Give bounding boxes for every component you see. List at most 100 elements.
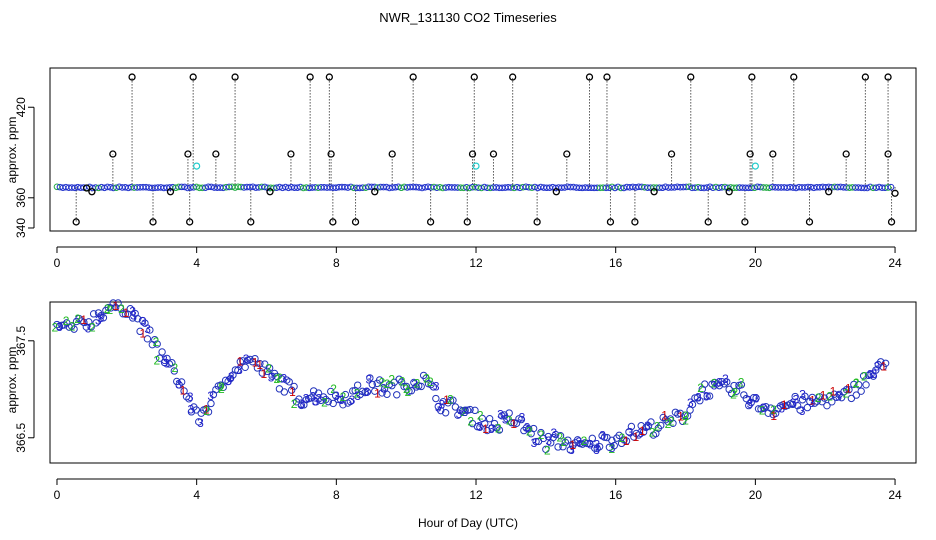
- point-label: 2: [104, 302, 111, 316]
- data-point: [529, 424, 538, 433]
- data-point: [153, 340, 161, 348]
- point-label: 1: [289, 385, 296, 399]
- point-label: 3: [703, 389, 710, 403]
- point-label: 2: [203, 404, 210, 418]
- point-label: 3: [207, 389, 214, 403]
- data-point: [544, 432, 552, 441]
- point-label: 2: [153, 335, 160, 349]
- data-point: [811, 399, 819, 407]
- x-tick-label: 8: [333, 256, 340, 270]
- point-label: 1: [820, 388, 827, 402]
- data-point: [595, 442, 604, 451]
- point-label: 2: [74, 312, 81, 326]
- point-label: 3: [435, 400, 442, 414]
- data-point: [762, 402, 770, 411]
- data-point: [253, 364, 262, 372]
- point-label: 3: [871, 367, 878, 381]
- data-point: [349, 387, 357, 395]
- point-label: 2: [447, 393, 454, 407]
- data-point: [331, 391, 340, 400]
- data-point: [720, 380, 728, 388]
- data-point: [378, 389, 386, 397]
- point-label: 3: [310, 390, 317, 404]
- point-label: 3: [175, 377, 182, 391]
- outlier-high-point: [667, 150, 676, 158]
- data-point: [97, 312, 105, 320]
- point-label: 2: [852, 377, 859, 391]
- data-point: [837, 393, 846, 402]
- data-point: [393, 391, 401, 399]
- data-point: [407, 387, 416, 395]
- data-point: [852, 391, 860, 399]
- outlier-high-point: [388, 150, 396, 158]
- point-label: 2: [711, 377, 718, 391]
- data-point: [539, 434, 548, 443]
- data-point: [505, 409, 513, 417]
- point-label: 3: [129, 304, 136, 318]
- point-label: 3: [349, 393, 356, 407]
- data-point: [256, 359, 264, 368]
- point-label: 3: [298, 397, 305, 411]
- data-point: [754, 405, 763, 413]
- outlier-high-point: [189, 73, 197, 81]
- data-point: [346, 397, 355, 406]
- data-point: [410, 378, 418, 387]
- baseline-point: [178, 183, 185, 191]
- data-point: [195, 418, 203, 426]
- point-label: 3: [236, 363, 243, 377]
- point-label: 3: [225, 374, 232, 388]
- outlier-high-point: [769, 150, 777, 158]
- cyan-point: [193, 162, 201, 170]
- chart-title: NWR_131130 CO2 Timeseries: [379, 10, 557, 25]
- outlier-high-point: [409, 73, 417, 81]
- data-point: [801, 392, 809, 401]
- point-label: 2: [826, 390, 833, 404]
- point-label: 3: [187, 390, 194, 404]
- data-point: [688, 400, 697, 409]
- baseline-point: [199, 184, 206, 192]
- outlier-high-point: [603, 73, 611, 81]
- plot-frame: [49, 67, 917, 232]
- data-point: [75, 314, 83, 323]
- data-point: [129, 314, 137, 322]
- point-label: 1: [632, 430, 639, 444]
- outlier-low-point: [825, 188, 833, 196]
- point-label: 2: [538, 428, 545, 442]
- point-label: 3: [568, 443, 575, 457]
- data-point: [679, 417, 687, 426]
- y-tick-label: 360: [14, 187, 28, 207]
- outlier-low-point: [741, 218, 749, 226]
- data-point: [542, 445, 550, 454]
- point-label: 3: [799, 404, 806, 418]
- data-point: [312, 398, 320, 406]
- data-point: [329, 399, 337, 408]
- x-tick-label: 20: [749, 488, 763, 502]
- data-point: [657, 421, 665, 430]
- data-point: [334, 395, 342, 404]
- point-label: 2: [730, 388, 737, 402]
- data-point: [87, 323, 95, 331]
- data-point: [239, 357, 247, 365]
- outlier-low-point: [329, 218, 337, 226]
- outlier-high-point: [470, 73, 478, 81]
- point-label: 2: [153, 353, 160, 367]
- x-tick-label: 4: [193, 256, 200, 270]
- point-label: 2: [118, 302, 125, 316]
- data-point: [212, 385, 220, 394]
- point-label: 3: [687, 396, 694, 410]
- x-tick-label: 24: [888, 488, 902, 502]
- point-label: 2: [654, 419, 661, 433]
- point-label: 3: [599, 429, 606, 443]
- point-label: 2: [526, 424, 533, 438]
- point-label: 3: [338, 393, 345, 407]
- point-label: 1: [139, 327, 146, 341]
- point-label: 2: [557, 431, 564, 445]
- data-point: [371, 387, 379, 395]
- outlier-high-point: [884, 73, 892, 81]
- plot-frame: [49, 301, 917, 464]
- data-point: [850, 380, 858, 389]
- point-label: 2: [291, 397, 298, 411]
- data-point: [99, 314, 108, 322]
- data-point: [138, 316, 147, 325]
